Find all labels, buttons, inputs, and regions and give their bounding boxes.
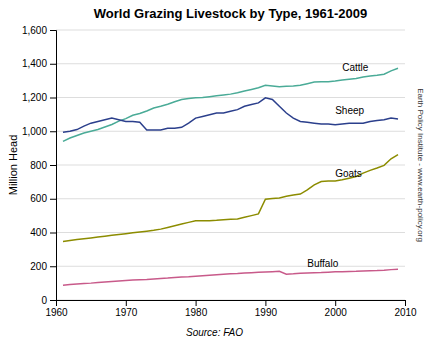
x-axis-tick: 2000: [325, 300, 348, 318]
y-axis-tick-label: 1,000: [22, 126, 47, 137]
x-axis-line: [57, 301, 406, 307]
y-axis-tick-mark: [50, 300, 56, 301]
grid-line: [56, 131, 405, 132]
x-axis: 1960 1970 1980 1990 2000 2010: [45, 300, 417, 318]
annotation: Buffalo: [307, 258, 338, 269]
grid-line: [56, 232, 405, 233]
chart: 1960 1970 1980 1990 2000 2010 0 200 400 600 800 1,0…: [0, 0, 429, 344]
x-axis-tick-mark: [335, 300, 336, 306]
x-axis-tick-label: 1980: [185, 307, 208, 318]
credit: Earth Policy Institute - www.earth-polic…: [416, 88, 425, 242]
y-axis-tick-label: 0: [41, 295, 47, 306]
grid-line: [56, 198, 405, 199]
y-axis-tick-label: 800: [30, 160, 47, 171]
y-axis-tick-mark: [50, 98, 56, 99]
y-axis-tick: 200: [30, 261, 56, 272]
y-axis-tick: 800: [30, 160, 56, 171]
y-axis-tick-label: 1,200: [22, 92, 47, 103]
annotations: Cattle Sheep Goats Buffalo: [307, 62, 368, 270]
grid: [56, 30, 405, 300]
x-axis-tick-mark: [405, 300, 406, 306]
y-axis-tick-mark: [50, 64, 56, 65]
y-axis-tick-label: 600: [30, 193, 47, 204]
y-axis-tick: 600: [30, 193, 56, 204]
y-axis-tick: 1,200: [22, 92, 56, 103]
y-axis-tick: 1,600: [22, 25, 56, 36]
x-axis-tick-mark: [126, 300, 127, 306]
x-axis-tick: 1970: [115, 300, 138, 318]
y-axis-tick-label: 400: [30, 227, 47, 238]
annotation: Goats: [335, 168, 362, 179]
grid-line: [56, 97, 405, 98]
y-axis-tick: 1,400: [22, 58, 56, 69]
x-axis-tick-mark: [196, 300, 197, 306]
y-axis-tick-mark: [50, 266, 56, 267]
y-axis-tick-mark: [50, 131, 56, 132]
series-line: [63, 68, 398, 141]
annotation: Cattle: [342, 62, 369, 73]
y-axis-tick: 1,000: [22, 126, 56, 137]
y-axis-tick: 0: [41, 295, 56, 306]
x-axis-tick: 1980: [185, 300, 208, 318]
grid-line: [56, 165, 405, 166]
y-axis-tick-mark: [50, 30, 56, 31]
y-axis-tick-label: 1,400: [22, 58, 47, 69]
x-axis-tick-mark: [265, 300, 266, 306]
title: World Grazing Livestock by Type, 1961-20…: [94, 6, 367, 21]
series-line: [63, 98, 398, 132]
source: Source: FAO: [186, 327, 243, 338]
annotation: Sheep: [335, 105, 364, 116]
y-axis-line: [50, 31, 57, 301]
y-axis-tick-label: 1,600: [22, 25, 47, 36]
series-line: [63, 269, 398, 285]
x-axis-tick: 1990: [255, 300, 278, 318]
x-axis-tick-label: 1990: [255, 307, 278, 318]
series-group: [63, 68, 398, 285]
y-axis-tick-mark: [50, 165, 56, 166]
x-axis-tick-label: 2010: [394, 307, 417, 318]
x-axis-tick: 1960: [45, 300, 68, 318]
y-axis: 0 200 400 600 800 1,000 1,200 1,400 1,600: [22, 25, 57, 306]
y-axis-tick: 400: [30, 227, 56, 238]
y-axis-tick-mark: [50, 233, 56, 234]
x-axis-tick-label: 2000: [325, 307, 348, 318]
y-axis-tick-mark: [50, 199, 56, 200]
y-axis-tick-label: 200: [30, 261, 47, 272]
x-axis-tick-label: 1960: [45, 307, 68, 318]
y-axis-title: Million Head: [7, 135, 19, 196]
x-axis-tick-label: 1970: [115, 307, 138, 318]
grid-line: [56, 30, 405, 31]
series-line: [63, 155, 398, 242]
plot-area: 1960 1970 1980 1990 2000 2010 0 200 400 600 800 1,0…: [22, 25, 417, 318]
grid-line: [56, 266, 405, 267]
x-axis-tick: 2010: [394, 300, 417, 318]
